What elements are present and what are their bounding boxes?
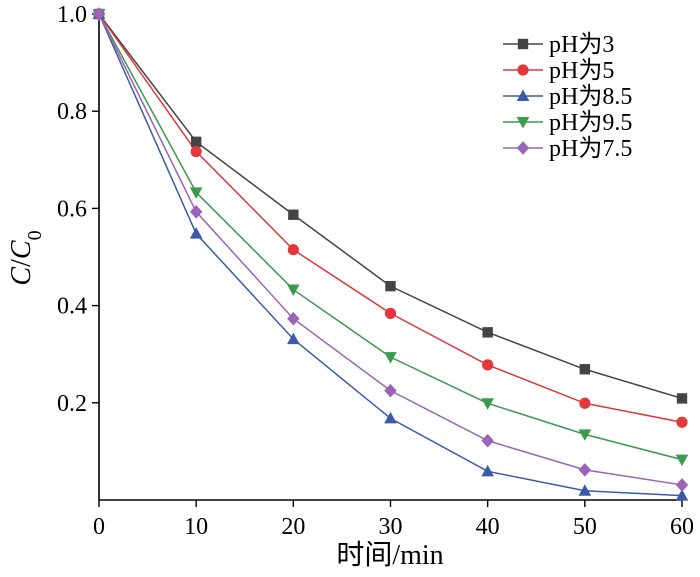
data-point — [675, 478, 689, 492]
y-tick-label: 0.4 — [57, 294, 87, 320]
data-point — [481, 433, 494, 448]
legend-label: pH为8.5 — [549, 83, 632, 110]
data-point — [482, 327, 493, 338]
data-point — [578, 463, 592, 477]
x-tick-label: 30 — [379, 514, 403, 540]
x-tick-label: 40 — [476, 514, 500, 540]
data-point — [189, 205, 203, 219]
y-axis-label-main: C — [6, 267, 37, 286]
x-tick-label: 10 — [184, 514, 208, 540]
legend-label: pH为5 — [549, 57, 614, 84]
legend-label: pH为3 — [549, 31, 614, 58]
x-tick-label: 50 — [573, 514, 597, 540]
x-tick-label: 0 — [93, 514, 105, 540]
data-point — [384, 307, 397, 319]
y-axis-label-sep: / — [6, 259, 37, 267]
data-point — [189, 227, 203, 239]
data-point — [676, 416, 688, 428]
legend-marker — [516, 141, 530, 155]
plot-area: 0 10 20 30 40 50 60 0.2 0.4 0.6 0.8 1.0 pH为3pH为5pH为8… — [57, 2, 694, 540]
data-point — [384, 352, 397, 364]
legend-marker — [517, 64, 529, 76]
data-point — [481, 464, 494, 477]
legend-label: pH为9.5 — [549, 109, 632, 136]
data-point — [675, 489, 689, 501]
data-point — [190, 145, 202, 158]
x-tick-label: 20 — [281, 514, 305, 540]
data-point — [190, 136, 202, 148]
data-point — [676, 393, 688, 404]
data-point — [578, 484, 592, 496]
x-axis-label: 时间/min — [336, 539, 443, 571]
data-point — [287, 244, 299, 256]
data-point — [287, 284, 300, 297]
x-tick-label: 60 — [670, 514, 694, 540]
data-point — [675, 454, 689, 467]
data-point — [385, 280, 396, 292]
data-point — [287, 311, 300, 326]
y-tick-label: 0.6 — [57, 196, 87, 222]
data-point — [92, 7, 106, 21]
legend-marker — [516, 89, 530, 101]
data-point — [579, 397, 591, 409]
data-point — [189, 187, 203, 199]
y-axis-label-sub-base: C — [6, 240, 37, 259]
data-point — [384, 411, 397, 424]
data-point — [579, 364, 591, 375]
data-point — [288, 209, 299, 220]
legend-marker — [517, 38, 529, 50]
y-axis-label-subscript: 0 — [24, 230, 46, 240]
y-tick-label: 0.2 — [57, 391, 87, 417]
data-point — [481, 398, 494, 410]
legend-label: pH为7.5 — [549, 135, 632, 162]
data-point — [578, 429, 592, 441]
legend-marker — [516, 117, 530, 129]
data-point — [482, 359, 494, 371]
y-tick-label: 0.8 — [57, 99, 87, 125]
y-tick-label: 1.0 — [57, 2, 87, 28]
y-axis-label: C/C0 — [6, 230, 46, 285]
data-point — [287, 332, 300, 345]
data-point — [384, 383, 397, 398]
